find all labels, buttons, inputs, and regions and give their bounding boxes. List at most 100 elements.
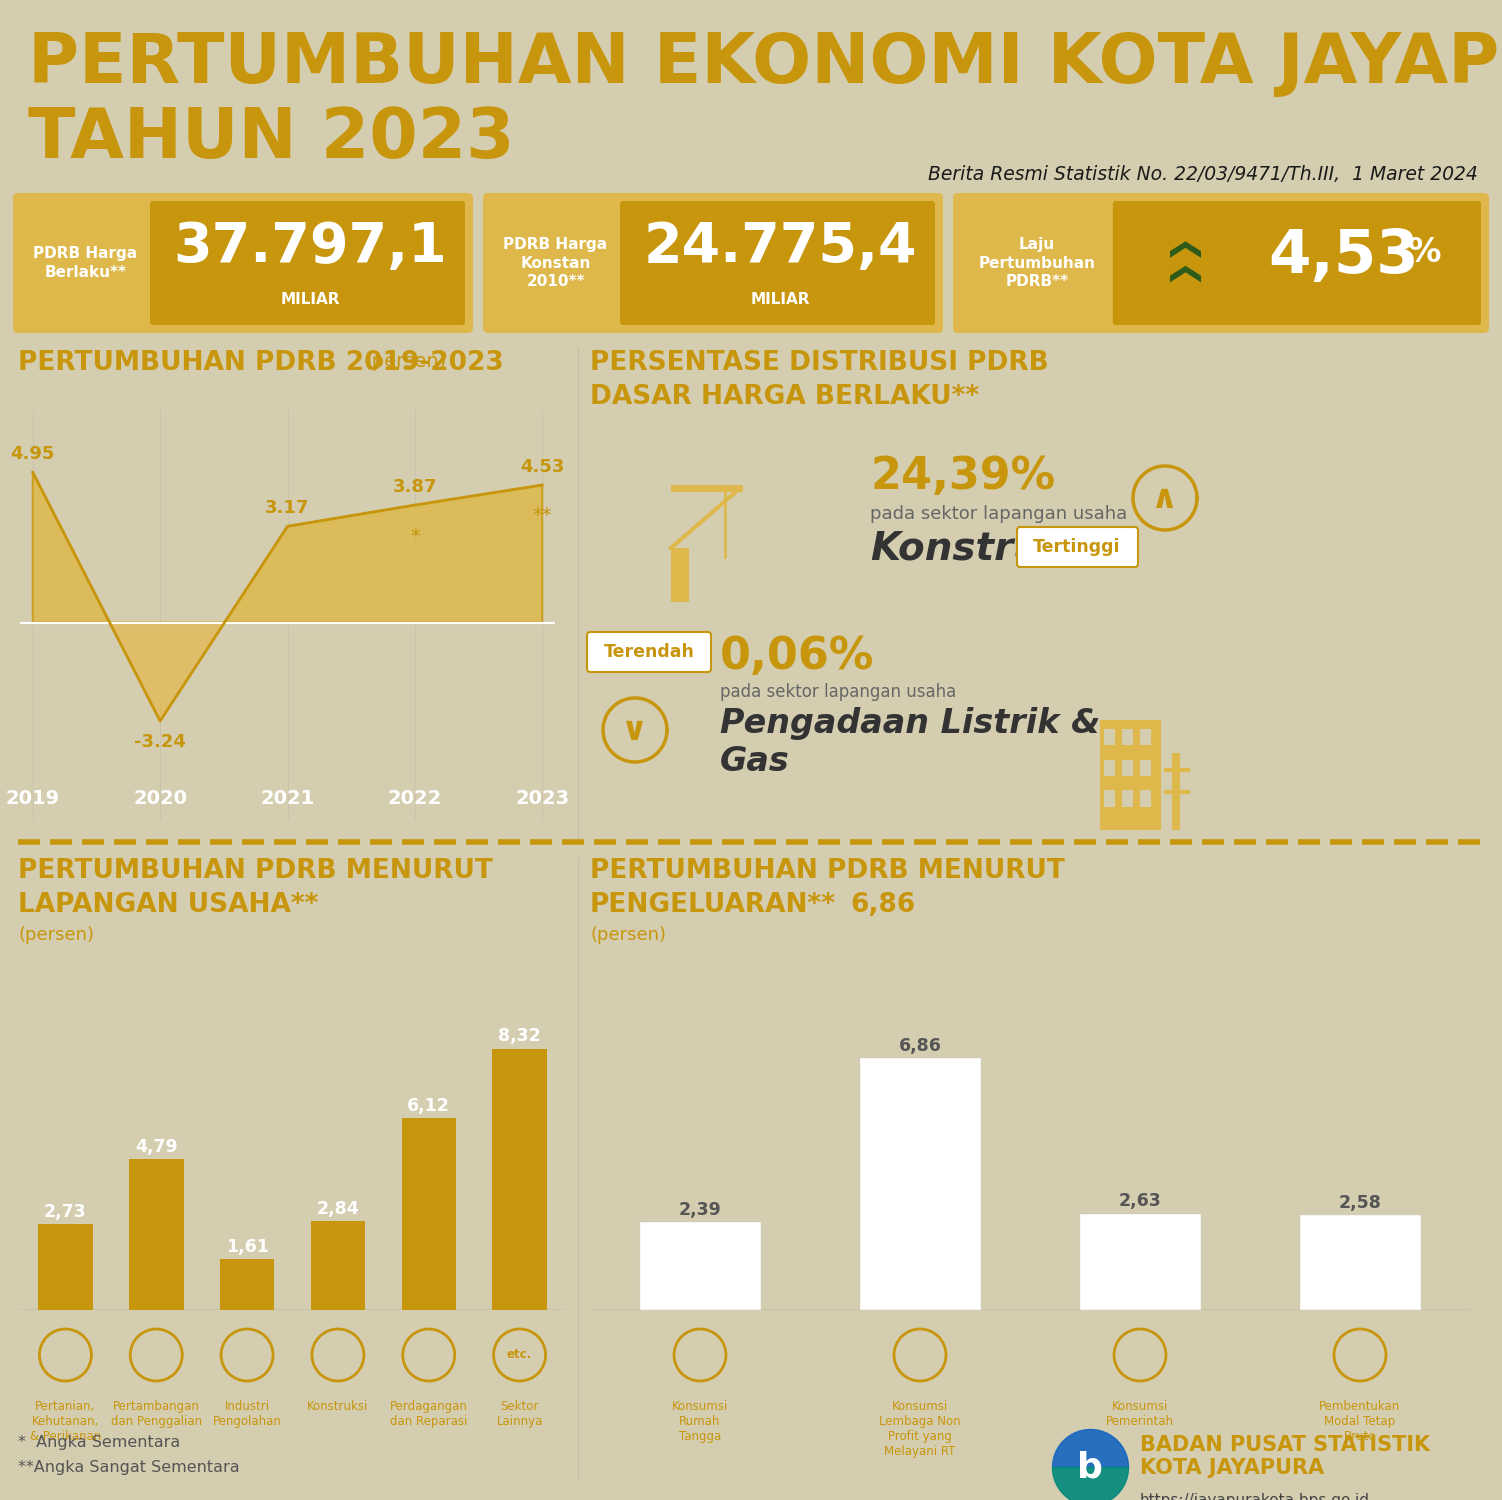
- Text: 0,06%: 0,06%: [719, 634, 874, 678]
- Text: b: b: [1077, 1450, 1102, 1484]
- FancyBboxPatch shape: [14, 194, 473, 333]
- Bar: [859, 1059, 981, 1310]
- Text: 2,84: 2,84: [317, 1200, 359, 1218]
- Text: etc.: etc.: [508, 1348, 532, 1362]
- Text: ∧: ∧: [1152, 482, 1179, 514]
- Bar: [671, 484, 743, 492]
- Text: **: **: [532, 507, 553, 525]
- Text: PERTUMBUHAN PDRB MENURUT: PERTUMBUHAN PDRB MENURUT: [18, 858, 493, 883]
- Text: Sektor
Lainnya: Sektor Lainnya: [496, 1400, 542, 1428]
- Text: Pengadaan Listrik &
Gas: Pengadaan Listrik & Gas: [719, 706, 1101, 778]
- Text: Berita Resmi Statistik No. 22/03/9471/Th.III,  1 Maret 2024: Berita Resmi Statistik No. 22/03/9471/Th…: [928, 165, 1478, 184]
- Text: %: %: [1407, 236, 1440, 268]
- Text: Tertinggi: Tertinggi: [1033, 538, 1120, 556]
- Text: 3.17: 3.17: [266, 500, 309, 517]
- Bar: [1122, 729, 1133, 746]
- Text: MILIAR: MILIAR: [281, 292, 341, 308]
- Text: ∨: ∨: [622, 714, 649, 747]
- Text: 2,58: 2,58: [1338, 1194, 1382, 1212]
- FancyBboxPatch shape: [150, 201, 466, 326]
- Text: PERTUMBUHAN PDRB MENURUT: PERTUMBUHAN PDRB MENURUT: [590, 858, 1065, 883]
- Bar: [1104, 729, 1116, 746]
- Text: BADAN PUSAT STATISTIK
KOTA JAYAPURA: BADAN PUSAT STATISTIK KOTA JAYAPURA: [1140, 1436, 1430, 1478]
- Text: 37.797,1: 37.797,1: [174, 220, 448, 274]
- Text: (persen): (persen): [590, 926, 665, 944]
- Text: pada sektor lapangan usaha: pada sektor lapangan usaha: [719, 682, 957, 700]
- Text: Konstruksi: Konstruksi: [308, 1400, 368, 1413]
- Text: Konsumsi
Pemerintah: Konsumsi Pemerintah: [1105, 1400, 1175, 1428]
- Text: *  Angka Sementara: * Angka Sementara: [18, 1436, 180, 1450]
- Bar: [219, 1260, 275, 1310]
- Text: 6,12: 6,12: [407, 1096, 451, 1114]
- Bar: [1172, 753, 1181, 830]
- Bar: [493, 1048, 547, 1310]
- Text: 1,61: 1,61: [225, 1239, 269, 1257]
- Text: **Angka Sangat Sementara: **Angka Sangat Sementara: [18, 1460, 240, 1474]
- FancyBboxPatch shape: [587, 632, 710, 672]
- Bar: [1140, 729, 1151, 746]
- Text: PERTUMBUHAN EKONOMI KOTA JAYAPURA: PERTUMBUHAN EKONOMI KOTA JAYAPURA: [29, 30, 1502, 98]
- Text: PENGELUARAN**: PENGELUARAN**: [590, 892, 837, 918]
- Bar: [1140, 759, 1151, 776]
- FancyBboxPatch shape: [1017, 526, 1139, 567]
- Bar: [1140, 790, 1151, 807]
- Text: 2,63: 2,63: [1119, 1192, 1161, 1210]
- Text: -3.24: -3.24: [134, 734, 186, 752]
- Text: *: *: [410, 526, 421, 546]
- Text: PDRB Harga
Konstan
2010**: PDRB Harga Konstan 2010**: [503, 237, 608, 290]
- Bar: [311, 1221, 365, 1310]
- Bar: [401, 1118, 457, 1310]
- Bar: [1080, 1214, 1200, 1310]
- Bar: [129, 1160, 183, 1310]
- Text: 4.53: 4.53: [520, 458, 565, 476]
- Text: Pertanian,
Kehutanan,
& Perikanan: Pertanian, Kehutanan, & Perikanan: [30, 1400, 101, 1443]
- Text: Konstruksi: Konstruksi: [870, 530, 1104, 568]
- Text: 4.95: 4.95: [11, 446, 56, 464]
- Text: 4,53: 4,53: [1269, 226, 1419, 286]
- Text: MILIAR: MILIAR: [751, 292, 810, 308]
- Text: 2022: 2022: [388, 789, 442, 808]
- Text: 2021: 2021: [260, 789, 314, 808]
- Text: PDRB Harga
Berlaku**: PDRB Harga Berlaku**: [33, 246, 138, 280]
- Bar: [1122, 759, 1133, 776]
- Text: LAPANGAN USAHA**: LAPANGAN USAHA**: [18, 892, 318, 918]
- Text: DASAR HARGA BERLAKU**: DASAR HARGA BERLAKU**: [590, 384, 979, 410]
- FancyBboxPatch shape: [620, 201, 936, 326]
- Text: Terendah: Terendah: [604, 644, 694, 662]
- FancyBboxPatch shape: [484, 194, 943, 333]
- Text: 2023: 2023: [515, 789, 569, 808]
- Bar: [671, 548, 689, 602]
- Bar: [1104, 790, 1116, 807]
- Text: PERTUMBUHAN PDRB 2019-2023: PERTUMBUHAN PDRB 2019-2023: [18, 350, 503, 376]
- Text: 2,39: 2,39: [679, 1200, 721, 1218]
- Text: 24,39%: 24,39%: [870, 454, 1054, 498]
- Text: Industri
Pengolahan: Industri Pengolahan: [213, 1400, 281, 1428]
- Text: 4,79: 4,79: [135, 1138, 177, 1156]
- Text: (persen): (persen): [357, 352, 446, 370]
- Polygon shape: [33, 472, 542, 722]
- Text: 2,73: 2,73: [44, 1203, 87, 1221]
- Text: pada sektor lapangan usaha: pada sektor lapangan usaha: [870, 506, 1126, 524]
- Text: 6,86: 6,86: [898, 1036, 942, 1054]
- Text: TAHUN 2023: TAHUN 2023: [29, 105, 515, 172]
- Text: 6,86: 6,86: [850, 892, 915, 918]
- FancyBboxPatch shape: [1113, 201, 1481, 326]
- Text: 3.87: 3.87: [392, 478, 437, 496]
- Text: 2019: 2019: [6, 789, 60, 808]
- Bar: [1099, 720, 1161, 830]
- Text: ❯❯: ❯❯: [1167, 231, 1197, 282]
- Text: 2020: 2020: [134, 789, 188, 808]
- Text: (persen): (persen): [18, 926, 95, 944]
- Bar: [38, 1224, 93, 1310]
- Text: Pertambangan
dan Penggalian: Pertambangan dan Penggalian: [111, 1400, 201, 1428]
- Text: PERSENTASE DISTRIBUSI PDRB: PERSENTASE DISTRIBUSI PDRB: [590, 350, 1048, 376]
- Bar: [640, 1222, 760, 1310]
- Text: Pembentukan
Modal Tetap
Bruto: Pembentukan Modal Tetap Bruto: [1319, 1400, 1401, 1443]
- Text: Konsumsi
Lembaga Non
Profit yang
Melayani RT: Konsumsi Lembaga Non Profit yang Melayan…: [879, 1400, 961, 1458]
- Bar: [1122, 790, 1133, 807]
- FancyBboxPatch shape: [952, 194, 1488, 333]
- Bar: [1104, 759, 1116, 776]
- Text: Konsumsi
Rumah
Tangga: Konsumsi Rumah Tangga: [671, 1400, 728, 1443]
- Text: Perdagangan
dan Reparasi: Perdagangan dan Reparasi: [391, 1400, 467, 1428]
- Bar: [1299, 1215, 1421, 1310]
